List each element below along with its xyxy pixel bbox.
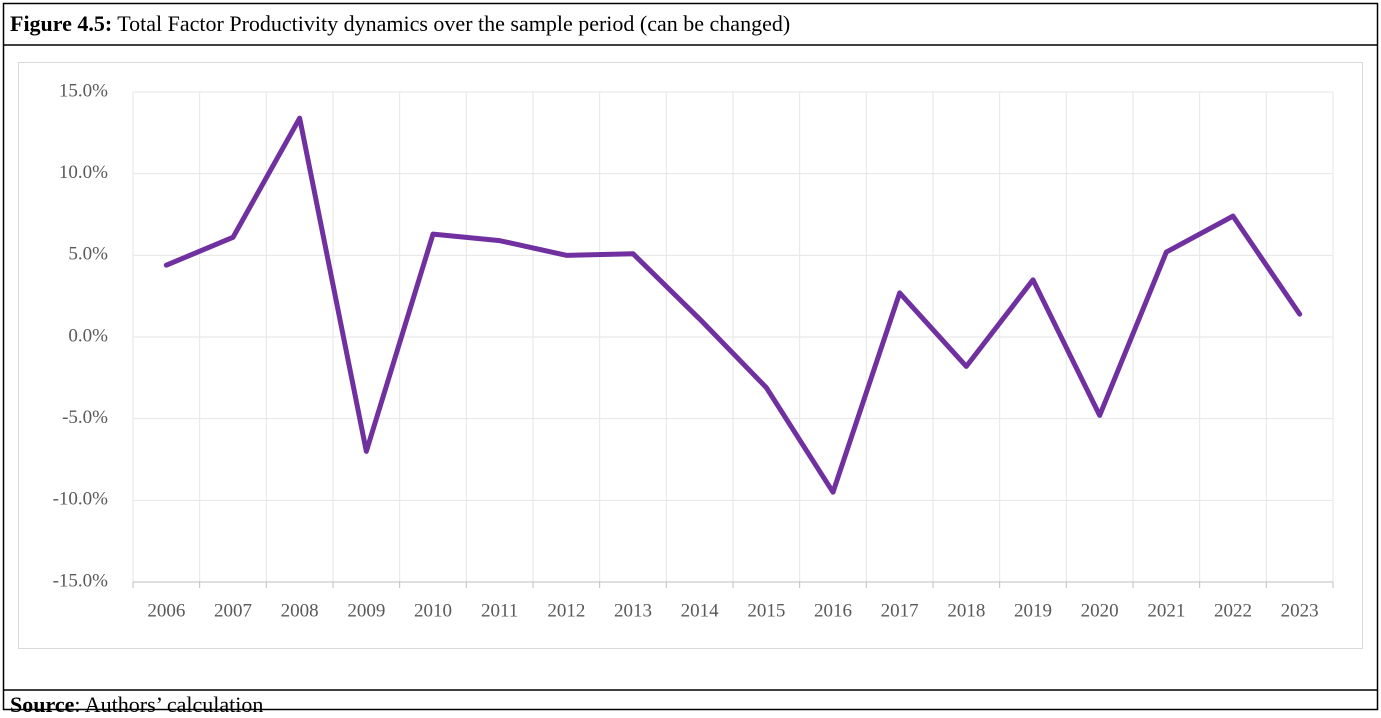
- x-tick-label: 2014: [681, 600, 720, 621]
- x-tick-label: 2010: [414, 600, 452, 621]
- y-tick-label: 15.0%: [59, 80, 108, 101]
- x-tick-label: 2023: [1281, 600, 1319, 621]
- x-tick-label: 2009: [347, 600, 385, 621]
- y-tick-label: 5.0%: [68, 244, 108, 265]
- y-tick-label: -15.0%: [53, 570, 109, 591]
- y-tick-label: -5.0%: [62, 407, 108, 428]
- figure-label: Figure 4.5:: [10, 11, 112, 36]
- x-tick-label: 2008: [281, 600, 319, 621]
- figure-header: Figure 4.5: Total Factor Productivity dyn…: [10, 11, 790, 36]
- source-text: : Authors’ calculation: [74, 692, 263, 713]
- plot: -15.0% -10.0% -5.0% 0.0% 5.0% 10.0% 15.0% 2006 2…: [53, 80, 1334, 621]
- x-tick-label: 2018: [947, 600, 985, 621]
- x-tick-label: 2020: [1081, 600, 1119, 621]
- x-tick-label: 2012: [547, 600, 585, 621]
- y-tick-label: 10.0%: [59, 162, 108, 183]
- source-label: Source: [10, 692, 75, 713]
- x-tick-label: 2006: [147, 600, 185, 621]
- chart-area: [18, 62, 1363, 649]
- x-tick-label: 2007: [214, 600, 252, 621]
- x-tick-label: 2016: [814, 600, 852, 621]
- y-tick-label: 0.0%: [68, 325, 108, 346]
- series-line: [163, 115, 1303, 495]
- x-tick-label: 2017: [881, 600, 919, 621]
- x-tick-label: 2013: [614, 600, 652, 621]
- x-tick-label: 2015: [747, 600, 785, 621]
- source-note: Source: Authors’ calculation: [10, 692, 263, 713]
- x-tick-label: 2011: [481, 600, 518, 621]
- x-tick-label: 2022: [1214, 600, 1252, 621]
- x-tick-label: 2021: [1147, 600, 1185, 621]
- figure-title: Total Factor Productivity dynamics over …: [117, 11, 790, 36]
- y-tick-label: -10.0%: [53, 489, 109, 510]
- x-tick-label: 2019: [1014, 600, 1052, 621]
